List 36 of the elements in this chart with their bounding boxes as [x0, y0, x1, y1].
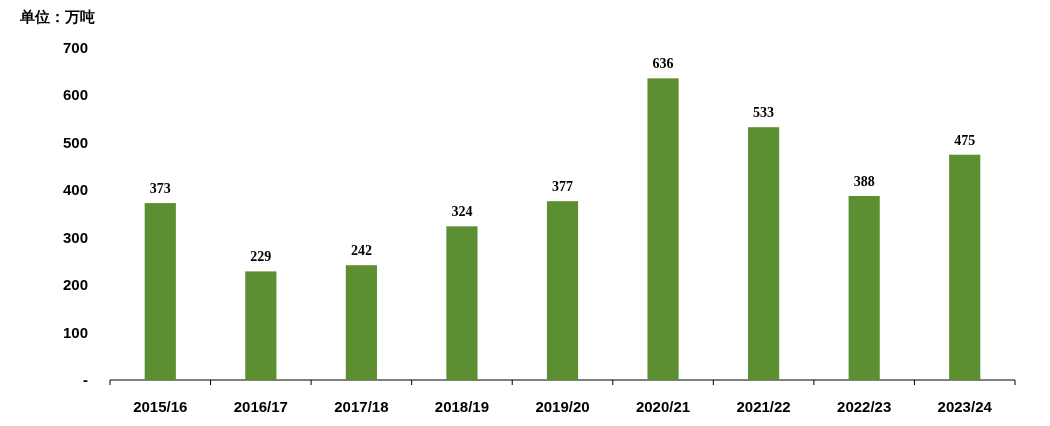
- data-label: 533: [753, 105, 775, 121]
- bar: [949, 154, 981, 380]
- x-tick-label: 2020/21: [635, 398, 691, 415]
- y-tick-label: 600: [62, 86, 88, 104]
- bar: [647, 78, 679, 380]
- bar: [748, 127, 780, 380]
- x-tick-label: 2019/20: [535, 398, 590, 415]
- data-label: 324: [451, 204, 473, 220]
- x-tick-label: 2017/18: [334, 398, 389, 415]
- y-tick-label: 200: [62, 276, 88, 294]
- x-tick-label: 2018/19: [434, 398, 490, 415]
- bar: [345, 265, 377, 380]
- y-axis-title: 单位：万吨: [19, 8, 95, 25]
- x-tick-label: 2016/17: [233, 398, 288, 415]
- data-label: 229: [250, 249, 272, 265]
- bar: [546, 201, 579, 380]
- bar: [848, 195, 880, 380]
- x-tick-label: 2022/23: [837, 398, 892, 415]
- data-label: 636: [652, 56, 674, 72]
- data-label: 242: [350, 243, 372, 259]
- y-tick-label: -: [83, 371, 88, 388]
- y-tick-label: 400: [62, 181, 88, 199]
- data-label: 373: [149, 181, 171, 197]
- bar: [446, 226, 478, 380]
- y-tick-label: 100: [62, 323, 88, 341]
- y-tick-label: 500: [62, 133, 88, 151]
- data-label: 475: [954, 132, 976, 148]
- data-label: 388: [853, 173, 875, 189]
- y-tick-label: 700: [62, 39, 88, 56]
- bar: [144, 203, 176, 380]
- data-label: 377: [552, 179, 573, 195]
- x-tick-label: 2023/24: [937, 398, 993, 415]
- x-tick-label: 2015/16: [133, 398, 188, 415]
- x-tick-label: 2021/22: [736, 398, 791, 415]
- y-tick-label: 300: [62, 228, 88, 246]
- bar: [245, 271, 277, 380]
